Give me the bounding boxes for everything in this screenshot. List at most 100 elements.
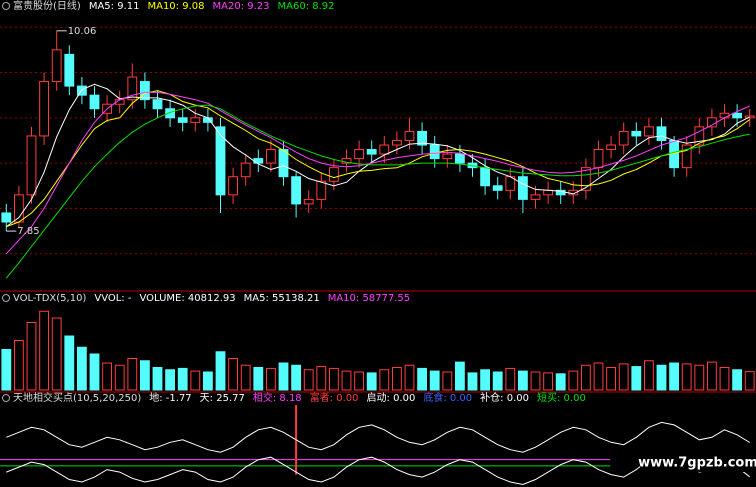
volume-bar	[51, 317, 62, 391]
candle-body	[51, 49, 62, 83]
volume-bar	[467, 372, 478, 391]
volume-bar	[354, 371, 365, 391]
volume-bar	[215, 351, 226, 391]
volume-bar	[39, 310, 50, 391]
volume-bar	[744, 371, 755, 391]
legend-entry: MA20: 9.23	[212, 1, 269, 12]
ma-line	[6, 90, 750, 228]
volume-bar	[89, 353, 100, 391]
candle-body	[291, 176, 302, 205]
volume-bar	[64, 335, 75, 391]
volume-bar	[278, 362, 289, 391]
candle-body	[278, 149, 289, 178]
candle-body	[480, 167, 491, 187]
candle-body	[39, 81, 50, 137]
legend-entry: 底食: 0.00	[423, 391, 472, 404]
candle-body	[656, 126, 667, 141]
watermark: www.7gpzb.com	[638, 456, 756, 471]
candle-body	[265, 149, 276, 164]
candle-body	[442, 153, 453, 160]
volume-bar	[530, 371, 541, 391]
panel-icon	[2, 2, 10, 10]
candle-body	[530, 194, 541, 200]
volume-bar	[13, 340, 24, 391]
volume-bar	[593, 362, 604, 391]
candle-body	[165, 108, 176, 119]
candle-body	[152, 99, 163, 110]
volume-bar	[316, 366, 327, 391]
candle-body	[593, 149, 604, 169]
indicator-line	[6, 454, 751, 486]
candle-body	[190, 117, 201, 123]
annotation: 10.06	[68, 26, 97, 37]
volume-bar	[127, 358, 138, 391]
legend-entry: MA5: 9.11	[89, 1, 140, 12]
legend-entry: MA5: 55138.21	[244, 293, 320, 304]
volume-bar	[303, 369, 314, 391]
volume-bar	[228, 358, 239, 391]
candle-body	[517, 176, 528, 200]
candle-body	[64, 53, 75, 87]
volume-bar	[102, 362, 113, 391]
candle-body	[681, 144, 692, 169]
volume-bar	[379, 369, 390, 391]
ma-line	[6, 83, 750, 228]
volume-bar	[265, 367, 276, 391]
legend-entry: 相交: 8.18	[253, 391, 302, 404]
candle-body	[177, 117, 188, 123]
volume-bar	[417, 367, 428, 391]
candle-body	[417, 130, 428, 146]
candle-body	[354, 149, 365, 160]
volume-bar	[454, 361, 465, 391]
volume-bar	[492, 371, 503, 391]
panel-title: VOL-TDX(5,10)	[13, 293, 86, 304]
volume-bar	[694, 364, 705, 391]
legend-entry: MA60: 8.92	[278, 1, 335, 12]
volume-bar	[517, 370, 528, 391]
volume-bar	[76, 346, 87, 391]
volume-bar	[152, 367, 163, 391]
legend-entry: 短买: 0.00	[537, 391, 586, 404]
volume-bar	[114, 364, 125, 391]
candle-body	[404, 130, 415, 141]
volume-bar	[165, 369, 176, 391]
candle-body	[228, 176, 239, 196]
candle-body	[631, 130, 642, 137]
candle-body	[694, 126, 705, 146]
volume-bar	[631, 366, 642, 391]
panel-title: 富贵股份(日线)	[13, 0, 81, 12]
candle-body	[719, 112, 730, 119]
candle-body	[26, 135, 37, 196]
volume-bar	[606, 367, 617, 391]
volume-bar	[505, 367, 516, 391]
candle-body	[253, 158, 264, 164]
candle-body	[127, 76, 138, 101]
legend-entry: MA10: 9.08	[147, 1, 204, 12]
candle-body	[139, 81, 150, 101]
volume-bar	[543, 372, 554, 391]
volume-bar	[706, 361, 717, 391]
volume-bar	[26, 322, 37, 391]
candle-body	[580, 167, 591, 191]
volume-bar	[669, 362, 680, 391]
candle-body	[1, 212, 12, 223]
volume-bar	[442, 371, 453, 391]
candle-body	[429, 144, 440, 160]
legend-entry: 补仓: 0.00	[480, 391, 529, 404]
candle-body	[643, 126, 654, 137]
volume-bar	[555, 373, 566, 391]
volume-bar	[719, 367, 730, 391]
legend-entry: 富者: 0.00	[310, 391, 359, 404]
volume-bar	[1, 349, 12, 391]
legend-entry: 地: -1.77	[149, 391, 191, 404]
ma-line	[5, 104, 750, 279]
volume-bar	[618, 363, 629, 391]
candle-body	[454, 153, 465, 164]
volume-bar	[580, 364, 591, 391]
volume-bar	[139, 360, 150, 391]
legend-entry: 天: 25.77	[200, 393, 245, 404]
candle-body	[215, 126, 226, 196]
watermark-bg	[640, 452, 756, 472]
candle-body	[732, 112, 743, 119]
